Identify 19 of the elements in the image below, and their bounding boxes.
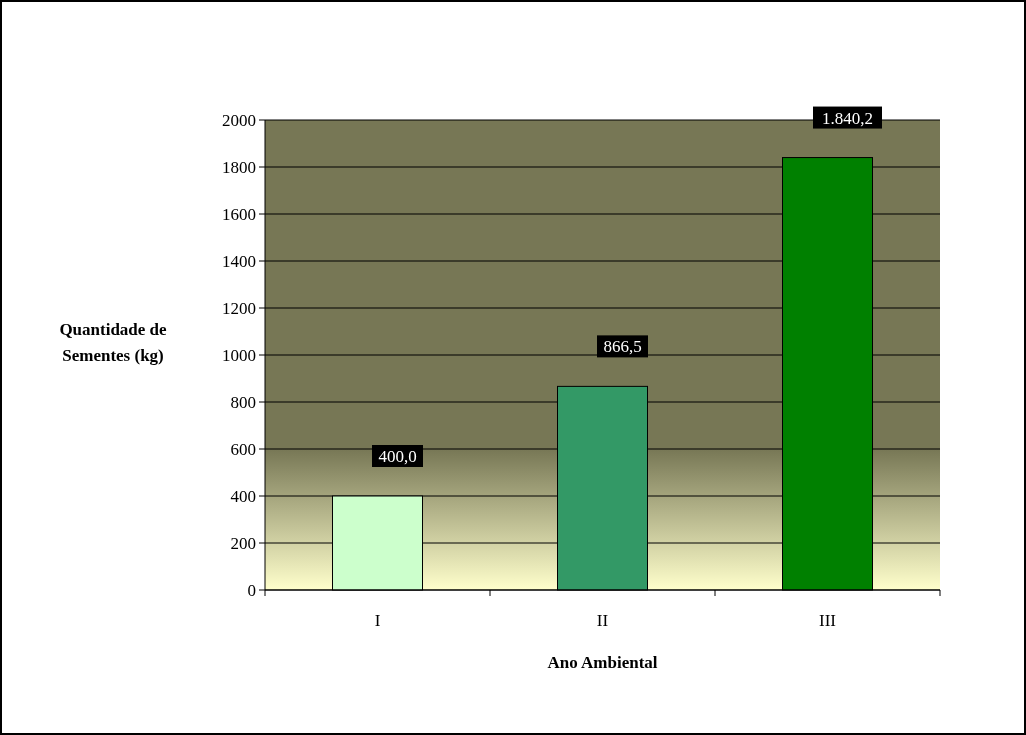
y-axis-title: Quantidade de Sementes (kg): [59, 320, 168, 365]
y-tick-label: 1400: [222, 251, 256, 271]
y-tick-label: 800: [230, 392, 256, 412]
y-tick-label: 1600: [222, 204, 256, 224]
y-tick-label: 1200: [222, 298, 256, 318]
x-axis-title: Ano Ambiental: [547, 653, 658, 672]
x-tick-label: III: [819, 611, 837, 630]
data-label: 400,0: [378, 447, 417, 466]
data-label: 866,5: [603, 337, 642, 357]
y-tick-label: 1000: [222, 345, 256, 365]
x-tick-label: I: [374, 611, 381, 630]
x-tick-label: II: [596, 611, 609, 630]
y-tick-label: 400: [230, 486, 256, 506]
y-tick-label: 200: [230, 533, 256, 553]
y-tick-label: 1800: [222, 157, 256, 177]
data-label: 1.840,2: [822, 108, 873, 128]
y-tick-label: 600: [230, 439, 256, 459]
y-tick-label: 2000: [222, 110, 256, 130]
y-tick-label: 0: [247, 580, 256, 600]
